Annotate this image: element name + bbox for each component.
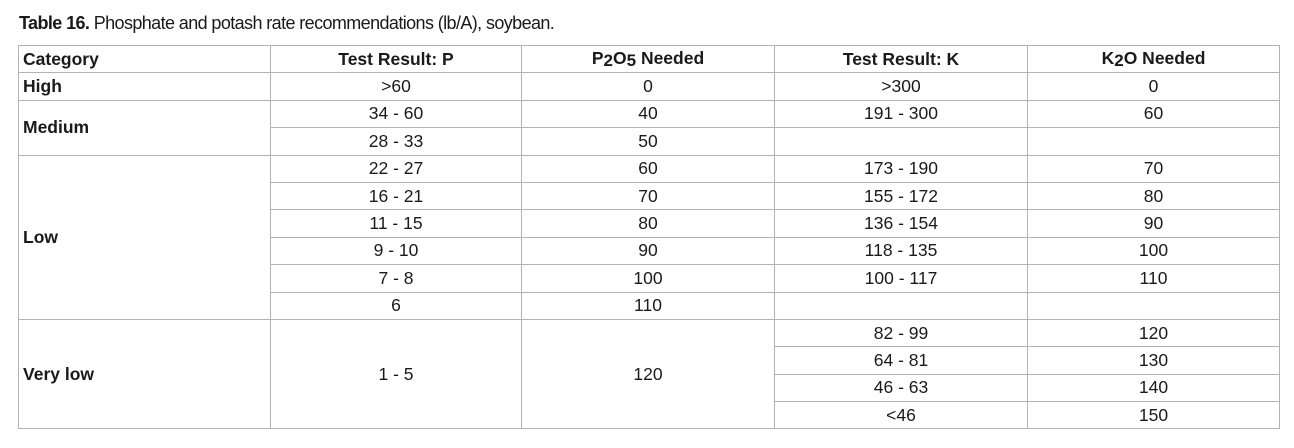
table-row: 64 - 81 130 [19, 346, 1280, 375]
cell-p2o5: 50 [521, 127, 775, 156]
cell-p2o5: 40 [521, 99, 775, 129]
cell-k: <46 [774, 401, 1028, 430]
cell-k2o: 90 [1027, 209, 1280, 238]
cell-k2o: 120 [1027, 318, 1280, 348]
header-k2o: K2O Needed [1027, 44, 1280, 74]
cell-k: 155 - 172 [774, 181, 1028, 211]
cell-k2o: 60 [1027, 99, 1280, 129]
cell-k2o [1027, 127, 1280, 156]
category-medium: Medium [18, 99, 271, 156]
header-row: Category Test Result: P P2O5 Needed Test… [18, 44, 1280, 74]
cell-k [774, 291, 1028, 320]
cell-k: 191 - 300 [774, 99, 1028, 129]
table-caption-text: Phosphate and potash rate recommendation… [89, 13, 555, 33]
cell-k2o: 110 [1027, 264, 1280, 293]
cell-k: 46 - 63 [774, 373, 1028, 403]
table-row: 7 - 8 100 100 - 117 110 [19, 264, 1280, 293]
cell-k: 173 - 190 [774, 154, 1028, 183]
table-row: 28 - 33 50 [19, 127, 1280, 156]
cell-k: 100 - 117 [774, 264, 1028, 293]
cell-k: 82 - 99 [774, 318, 1028, 348]
cell-k: 64 - 81 [774, 346, 1028, 375]
header-test-p: Test Result: P [270, 44, 522, 74]
cell-k: >300 [774, 72, 1028, 101]
cell-p: >60 [270, 72, 522, 101]
cell-p: 11 - 15 [270, 209, 522, 238]
cell-p2o5: 80 [521, 209, 775, 238]
cell-k2o: 80 [1027, 181, 1280, 211]
category-low: Low [18, 154, 271, 320]
cell-p: 7 - 8 [270, 264, 522, 293]
cell-p2o5: 120 [521, 318, 775, 430]
header-p2o5: P2O5 Needed [521, 44, 775, 74]
cell-k2o: 70 [1027, 154, 1280, 183]
cell-k2o: 0 [1027, 72, 1280, 101]
table-caption: Table 16. Phosphate and potash rate reco… [19, 13, 555, 34]
cell-k [774, 127, 1028, 156]
table-caption-label: Table 16. [19, 13, 90, 33]
cell-p: 6 [270, 291, 522, 320]
cell-k2o: 150 [1027, 401, 1280, 430]
cell-p2o5: 100 [521, 264, 775, 293]
table-row: High >60 0 >300 0 [18, 72, 1280, 101]
cell-k: 118 - 135 [774, 236, 1028, 266]
cell-p: 9 - 10 [270, 236, 522, 266]
recommendation-table: Category Test Result: P P2O5 Needed Test… [18, 44, 1280, 430]
header-category: Category [18, 44, 271, 74]
table-row: Low 22 - 27 60 173 - 190 70 [18, 154, 1280, 320]
cell-p2o5: 90 [521, 236, 775, 266]
cell-k2o [1027, 291, 1280, 320]
cell-k2o: 140 [1027, 373, 1280, 403]
header-test-k: Test Result: K [774, 44, 1028, 74]
table-row: 46 - 63 140 [19, 373, 1280, 403]
category-very-low: Very low [18, 318, 271, 430]
cell-p2o5: 60 [521, 154, 775, 183]
table-row: <46 150 [19, 401, 1280, 430]
cell-k2o: 100 [1027, 236, 1280, 266]
cell-p: 16 - 21 [270, 181, 522, 211]
cell-p: 34 - 60 [270, 99, 522, 129]
cell-p2o5: 110 [521, 291, 775, 320]
table-row: Medium 34 - 60 40 191 - 300 60 [18, 99, 1280, 156]
cell-p: 1 - 5 [270, 318, 522, 430]
table-row: 11 - 15 80 136 - 154 90 [19, 209, 1280, 238]
cell-k2o: 130 [1027, 346, 1280, 375]
cell-k: 136 - 154 [774, 209, 1028, 238]
table-row: 16 - 21 70 155 - 172 80 [19, 181, 1280, 211]
table-row: Very low 1 - 5 120 82 - 99 120 [18, 318, 1280, 430]
cell-p: 28 - 33 [270, 127, 522, 156]
category-high: High [18, 72, 271, 101]
cell-p2o5: 0 [521, 72, 775, 101]
cell-p: 22 - 27 [270, 154, 522, 183]
cell-p2o5: 70 [521, 181, 775, 211]
